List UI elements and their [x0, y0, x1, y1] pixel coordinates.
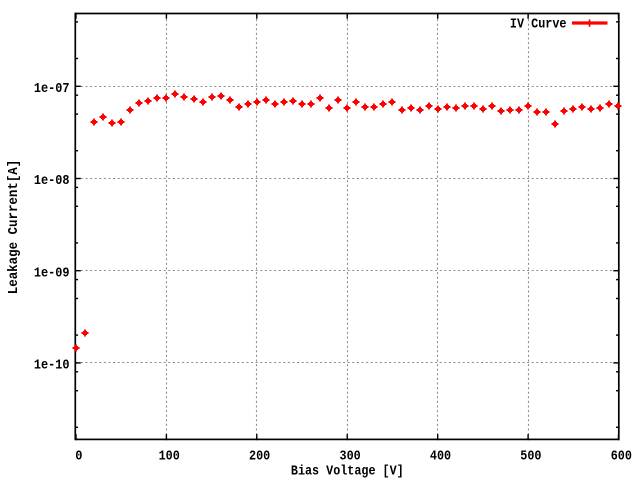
svg-text:500: 500: [520, 448, 541, 464]
svg-text:400: 400: [430, 448, 451, 464]
svg-text:100: 100: [159, 448, 180, 464]
svg-text:Leakage Current[A]: Leakage Current[A]: [6, 160, 22, 295]
svg-text:1e-07: 1e-07: [34, 81, 70, 97]
svg-text:600: 600: [611, 448, 632, 464]
svg-text:Bias Voltage [V]: Bias Voltage [V]: [291, 464, 404, 480]
svg-text:1e-10: 1e-10: [34, 358, 70, 374]
svg-text:IV Curve: IV Curve: [510, 17, 567, 33]
svg-text:1e-08: 1e-08: [34, 173, 70, 189]
svg-text:0: 0: [75, 448, 82, 464]
svg-text:1e-09: 1e-09: [34, 265, 70, 281]
svg-text:300: 300: [340, 448, 361, 464]
svg-text:200: 200: [249, 448, 270, 464]
